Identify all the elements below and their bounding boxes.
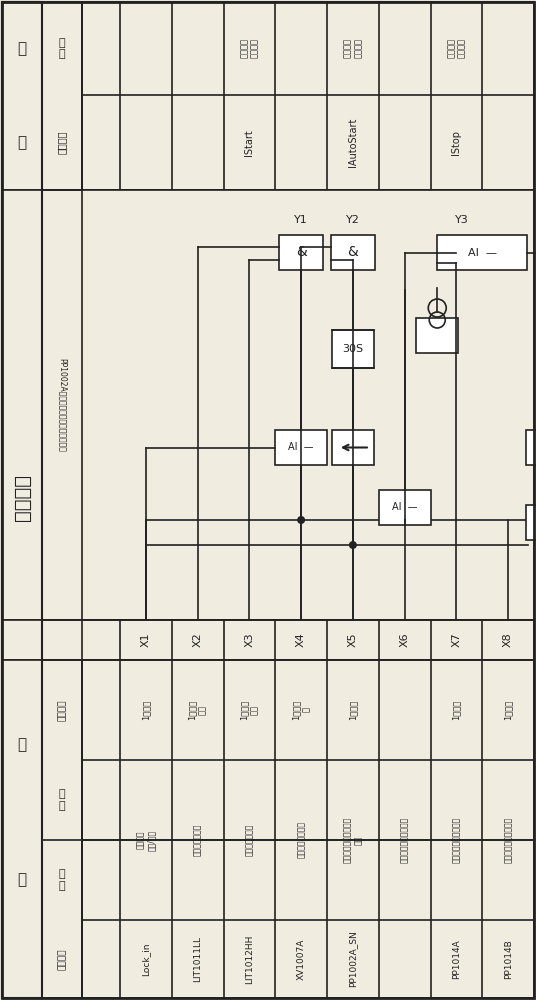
Bar [42,620,534,660]
Bar [2,2,42,190]
Text: 信号名称: 信号名称 [57,948,66,970]
Text: X3: X3 [244,633,255,647]
Bar [526,430,536,465]
Text: Y3: Y3 [456,215,469,225]
Text: 低温预热器给料阀: 低温预热器给料阀 [296,822,306,858]
Text: PP1002A（中温预热器给料泵一级泵）: PP1002A（中温预热器给料泵一级泵） [57,358,66,452]
Text: 中温预热器二级给料泵: 中温预热器二级给料泵 [504,817,512,863]
Text: AI  —: AI — [468,247,497,257]
Text: AI  —: AI — [288,442,314,452]
Text: 控制功能: 控制功能 [12,477,32,524]
Bar [42,660,82,998]
Text: &: & [347,245,358,259]
Bar [42,2,82,190]
Text: 1：运行: 1：运行 [452,700,461,720]
Text: 30S: 30S [343,344,363,354]
Text: 强制停止
外部联锁: 强制停止 外部联锁 [446,38,466,58]
Text: X4: X4 [296,633,306,647]
Circle shape [349,541,357,549]
Text: IAutoStart: IAutoStart [348,118,358,167]
Text: 输: 输 [18,872,27,887]
Text: 状态定义: 状态定义 [57,699,66,721]
Bar [332,330,374,368]
Text: 预热器给料泵密封系统
正常: 预热器给料泵密封系统 正常 [343,817,362,863]
Text: Lock_in: Lock_in [142,942,151,976]
Bar [275,430,327,465]
Text: 用
途: 用 途 [58,789,65,811]
Text: 出: 出 [18,41,27,56]
Bar [279,235,323,270]
Text: 允许启动
外部联锁: 允许启动 外部联锁 [240,38,259,58]
Text: AI  —: AI — [392,502,418,512]
Text: 1：运行: 1：运行 [504,700,512,720]
Text: &: & [296,245,307,259]
Text: 入: 入 [18,737,27,752]
Text: X2: X2 [192,633,203,647]
Text: IStop: IStop [451,130,461,155]
Text: 1：低低
报警: 1：低低 报警 [188,700,207,720]
Text: 用
途: 用 途 [58,869,65,891]
Bar [42,2,82,190]
Text: X7: X7 [451,633,461,647]
Text: 自动启动
外部联锁: 自动启动 外部联锁 [343,38,362,58]
Text: 预热器给料泵密封液泵: 预热器给料泵密封液泵 [452,817,461,863]
Text: Y1: Y1 [294,215,308,225]
Text: X6: X6 [400,633,410,647]
Bar [378,490,430,525]
Text: 1：投入: 1：投入 [142,700,151,720]
Text: 1：正常: 1：正常 [348,700,358,720]
Text: PP1014B: PP1014B [504,939,512,979]
Text: 用
途: 用 途 [58,38,65,59]
Text: PP1002A_SN: PP1002A_SN [348,931,358,987]
Text: X8: X8 [503,633,513,647]
Text: 信号名称: 信号名称 [57,131,67,154]
Bar [437,235,527,270]
Bar [526,505,536,540]
Text: 联锁启动
投入/解锁: 联锁启动 投入/解锁 [136,829,155,851]
Text: 中温预热器液位: 中温预热器液位 [245,824,254,856]
Text: 预热器给料泵密封液泵: 预热器给料泵密封液泵 [400,817,409,863]
Text: Y2: Y2 [346,215,360,225]
Bar [42,660,82,998]
Bar [332,430,374,465]
Text: 1：高高
报警: 1：高高 报警 [240,700,259,720]
Bar [2,2,42,998]
Bar [331,235,375,270]
Text: X1: X1 [141,633,151,647]
Bar [2,620,42,660]
Bar [42,2,534,190]
Bar [2,190,42,620]
Text: LIT1012HH: LIT1012HH [245,934,254,984]
Bar [42,660,534,998]
Bar [416,318,458,353]
Text: PP1014A: PP1014A [452,939,461,979]
Text: IStart: IStart [244,129,255,156]
Circle shape [297,516,305,524]
Text: X5: X5 [348,633,358,647]
Text: 低温预热器液位: 低温预热器液位 [193,824,202,856]
Text: XV1007A: XV1007A [296,938,306,980]
Text: 输: 输 [18,135,27,150]
Text: 1：开到
位: 1：开到 位 [292,700,311,720]
Bar [2,660,42,998]
Bar [42,190,534,620]
Text: LIT1011LL: LIT1011LL [193,936,202,982]
